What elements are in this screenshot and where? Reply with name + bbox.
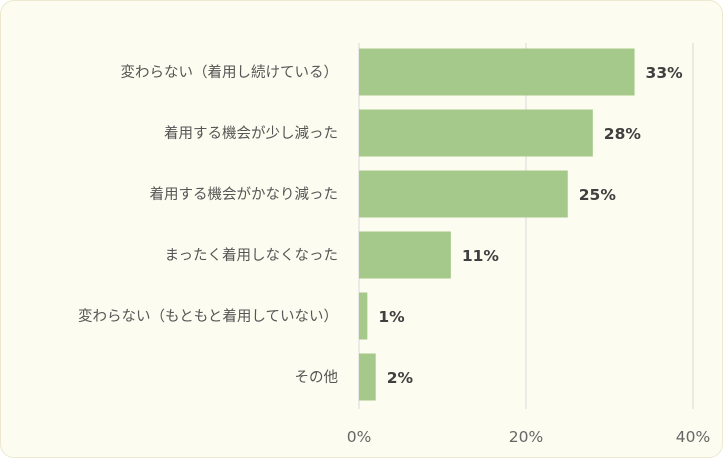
category-label: 着用する機会がかなり減った [150, 186, 339, 203]
value-labels: 33% 28% 25% 11% 1% 2% [378, 64, 683, 387]
x-axis-tick-labels: 0% 20% 40% [347, 428, 711, 446]
x-tick-label: 0% [347, 428, 372, 446]
bar [359, 231, 451, 279]
category-label: その他 [295, 369, 339, 386]
value-label: 2% [387, 369, 414, 387]
category-label: 着用する機会が少し減った [164, 125, 338, 142]
value-label: 33% [646, 64, 684, 82]
gridlines [358, 43, 694, 409]
value-label: 28% [604, 125, 642, 143]
bar [359, 48, 635, 96]
value-label: 11% [462, 247, 500, 265]
x-tick-label: 20% [509, 428, 543, 446]
x-tick-label: 40% [676, 428, 710, 446]
bar [359, 170, 568, 218]
bar [359, 292, 368, 340]
bar [359, 353, 376, 401]
category-label: まったく着用しなくなった [165, 247, 338, 264]
value-label: 1% [378, 308, 405, 326]
bars [359, 48, 635, 401]
category-label: 変わらない（着用し続けている） [121, 64, 339, 81]
category-label: 変わらない（もともと着用していない） [78, 308, 338, 325]
category-labels: 変わらない（着用し続けている） 着用する機会が少し減った着用する機会がかなり減った… [78, 64, 338, 386]
value-label: 25% [579, 186, 617, 204]
bar [359, 109, 593, 157]
